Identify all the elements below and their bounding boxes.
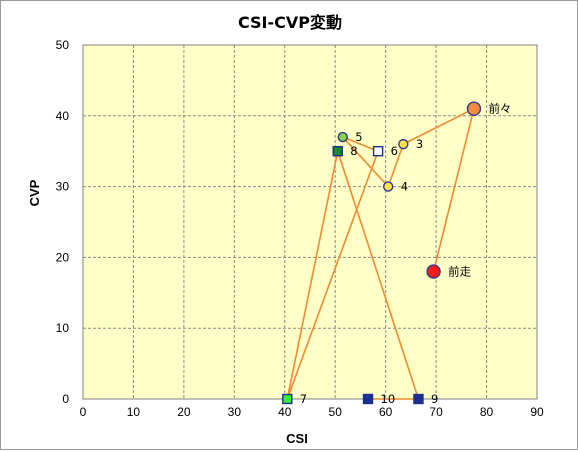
connector-line — [432, 108, 475, 272]
y-tick-label: 30 — [56, 180, 70, 194]
x-tick-label: 20 — [177, 405, 191, 419]
data-point — [413, 393, 424, 405]
connector-line — [342, 136, 389, 188]
x-tick-label: 30 — [228, 405, 242, 419]
point-label: 6 — [391, 144, 398, 158]
data-point — [466, 101, 482, 116]
x-tick-label: 80 — [480, 405, 494, 419]
y-tick-label: 20 — [56, 250, 70, 264]
data-point — [362, 393, 374, 405]
point-label: 前走 — [448, 265, 471, 279]
point-label: 5 — [355, 130, 362, 144]
data-point — [332, 145, 343, 157]
data-point — [282, 393, 293, 405]
point-label: 7 — [300, 392, 307, 406]
x-tick-label: 70 — [429, 405, 443, 419]
data-point — [372, 145, 384, 157]
y-tick-label: 10 — [56, 321, 70, 335]
connector-line — [402, 108, 475, 145]
x-axis-label: CSI — [286, 431, 308, 446]
data-point — [382, 181, 394, 192]
connector-line — [342, 136, 379, 152]
connector-line — [336, 150, 420, 400]
connecting-lines — [286, 108, 475, 400]
connector-line — [286, 151, 339, 400]
x-tick-label: 50 — [329, 405, 343, 419]
x-tick-label: 90 — [530, 405, 544, 419]
data-point — [398, 138, 409, 150]
y-tick-label: 0 — [62, 392, 69, 406]
y-tick-label: 50 — [56, 38, 70, 52]
connector-line — [387, 143, 405, 187]
point-label: 10 — [381, 392, 396, 406]
y-tick-label: 40 — [56, 109, 70, 123]
data-point — [337, 131, 348, 143]
point-label: 3 — [416, 137, 423, 151]
data-points — [282, 101, 482, 405]
y-axis-label: CVP — [27, 179, 42, 206]
plot-area — [83, 45, 537, 399]
point-label: 4 — [401, 180, 408, 194]
connector-line — [286, 150, 379, 400]
grid-lines — [83, 45, 537, 399]
x-tick-label: 10 — [127, 405, 141, 419]
point-label: 9 — [431, 392, 438, 406]
point-label: 8 — [350, 144, 357, 158]
data-point — [426, 264, 441, 279]
point-labels: 前走 前々 3 4 5 6 7 8 9 10 — [300, 102, 512, 406]
point-label: 前々 — [488, 102, 511, 116]
axis-ticks: 0 10 20 30 40 50 60 70 80 90 0 10 20 30 40 50 — [56, 38, 544, 419]
x-tick-label: 60 — [379, 405, 393, 419]
chart-title: CSI-CVP変動 — [238, 13, 342, 32]
plot-border — [82, 44, 538, 400]
x-tick-label: 40 — [278, 405, 292, 419]
x-tick-label: 0 — [80, 405, 87, 419]
